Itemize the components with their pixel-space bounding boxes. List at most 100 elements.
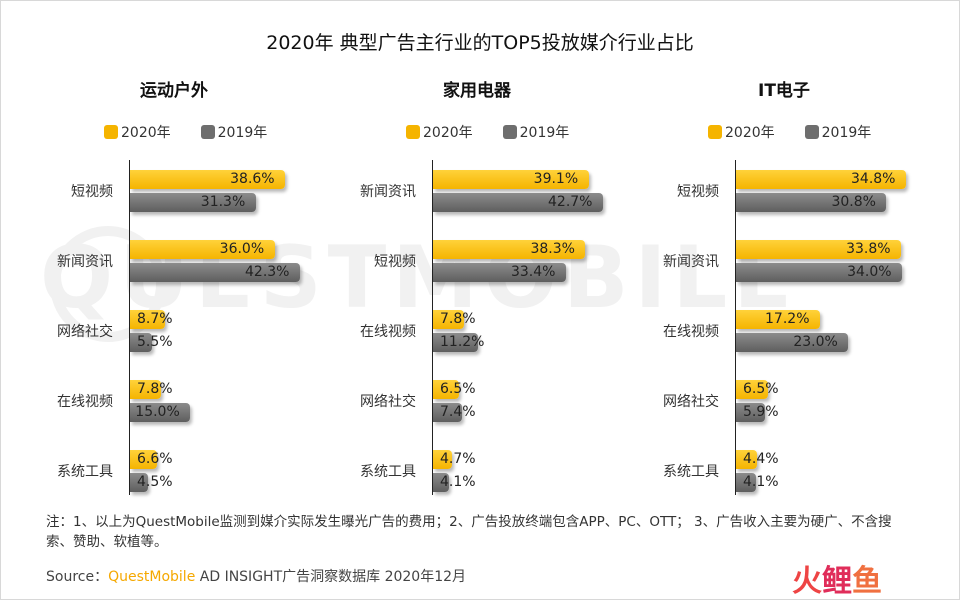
data-label: 39.1%	[533, 171, 579, 187]
legend-label: 2020年	[121, 125, 171, 141]
bar-2019	[130, 263, 300, 282]
legend-label: 2019年	[217, 125, 268, 141]
data-label: 4.1%	[440, 474, 476, 490]
data-label: 30.8%	[831, 194, 876, 210]
data-label: 11.2%	[440, 334, 485, 350]
bar-2020	[433, 310, 465, 329]
data-label: 38.3%	[530, 241, 575, 257]
bar-2019	[736, 403, 765, 422]
bar-2019	[433, 473, 450, 492]
legend: 2020年 2019年	[406, 122, 599, 142]
bar-2020	[130, 380, 162, 399]
category-label: 在线视频	[663, 324, 719, 340]
y-axis-line	[129, 160, 130, 495]
category-label: 网络社交	[663, 394, 719, 410]
legend-label: 2020年	[423, 125, 473, 141]
category-label: 新闻资讯	[57, 254, 113, 270]
panel-title: 运动户外	[140, 81, 208, 101]
bar-2019	[736, 263, 903, 282]
bar-2020	[130, 240, 275, 259]
bar-2019	[736, 473, 757, 492]
category-label: 在线视频	[360, 324, 416, 340]
footnote: 注：1、以上为QuestMobile监测到媒介实际发生曝光广告的费用；2、广告投…	[46, 514, 892, 550]
legend-label: 2019年	[519, 125, 570, 141]
logo-char-1: 火	[792, 564, 822, 599]
bar-2019	[433, 263, 566, 282]
category-label: 网络社交	[57, 324, 113, 340]
bar-2020	[130, 450, 157, 469]
bar-2020	[736, 240, 902, 259]
bar-2020	[736, 450, 758, 469]
legend-swatch	[104, 125, 118, 139]
legend-label: 2020年	[725, 125, 775, 141]
data-label: 7.8%	[440, 311, 476, 327]
logo-char-3: 鱼	[852, 564, 882, 599]
legend-item-y2019: 2019年	[502, 122, 570, 142]
data-label: 5.9%	[743, 404, 779, 420]
data-label: 17.2%	[765, 311, 810, 327]
legend-swatch	[804, 125, 819, 139]
category-label: 系统工具	[57, 464, 113, 480]
data-label: 42.3%	[245, 264, 290, 280]
source-brand: QuestMobile	[108, 569, 196, 585]
bar-2019	[736, 333, 849, 352]
bar-2019	[433, 333, 478, 352]
source-line: Source：QuestMobile AD INSIGHT广告洞察数据库 202…	[46, 566, 466, 586]
bar-2019	[130, 193, 256, 212]
data-label: 15.0%	[135, 404, 180, 420]
bar-2020	[433, 240, 586, 259]
bar-2020	[433, 170, 589, 189]
bar-2019	[736, 193, 887, 212]
logo-char-2: 鲤	[822, 564, 852, 599]
category-label: 短视频	[374, 254, 416, 270]
data-label: 42.7%	[548, 194, 593, 210]
bar-2020	[130, 310, 165, 329]
chart-title: 2020年 典型广告主行业的TOP5投放媒介行业占比	[266, 32, 694, 54]
data-label: 4.5%	[137, 474, 173, 490]
category-label: 网络社交	[360, 394, 416, 410]
legend-item-y2020: 2020年	[708, 122, 775, 142]
y-axis-line	[735, 160, 736, 495]
legend: 2020年 2019年	[104, 122, 297, 142]
bar-2019	[130, 473, 149, 492]
legend: 2020年 2019年	[708, 122, 901, 142]
data-label: 7.8%	[137, 381, 173, 397]
category-label: 系统工具	[360, 464, 416, 480]
data-label: 33.8%	[846, 241, 891, 257]
data-label: 4.1%	[743, 474, 779, 490]
legend-swatch	[502, 125, 517, 139]
bar-2020	[433, 380, 459, 399]
source-rest: AD INSIGHT广告洞察数据库 2020年12月	[195, 569, 467, 585]
site-logo: 火鲤鱼	[792, 556, 882, 600]
data-label: 7.4%	[440, 404, 476, 420]
data-label: 4.7%	[440, 451, 476, 467]
category-label: 短视频	[677, 184, 719, 200]
data-label: 33.4%	[510, 264, 556, 280]
legend-item-y2019: 2019年	[804, 122, 871, 142]
bar-2019	[433, 403, 463, 422]
bar-2020	[736, 170, 906, 189]
legend-item-y2019: 2019年	[200, 122, 268, 142]
source-prefix: Source：	[46, 569, 109, 585]
data-label: 38.6%	[230, 171, 275, 187]
panel-title: 家用电器	[443, 81, 511, 101]
y-axis-line	[432, 160, 433, 495]
data-label: 5.5%	[137, 334, 173, 350]
category-label: 在线视频	[57, 394, 113, 410]
watermark-logo	[50, 226, 166, 342]
bar-2019	[130, 333, 153, 352]
panel-title: IT电子	[758, 81, 810, 101]
data-label: 6.5%	[440, 381, 476, 397]
data-label: 6.6%	[137, 451, 173, 467]
bar-2019	[433, 193, 603, 212]
category-label: 新闻资讯	[663, 254, 719, 270]
legend-item-y2020: 2020年	[406, 122, 473, 142]
legend-swatch	[406, 125, 420, 139]
bar-2020	[130, 170, 286, 189]
data-label: 36.0%	[219, 241, 265, 257]
legend-swatch	[200, 125, 215, 139]
bar-2020	[736, 310, 821, 329]
data-label: 8.7%	[137, 311, 173, 327]
category-label: 短视频	[71, 184, 113, 200]
data-label: 23.0%	[793, 334, 838, 350]
